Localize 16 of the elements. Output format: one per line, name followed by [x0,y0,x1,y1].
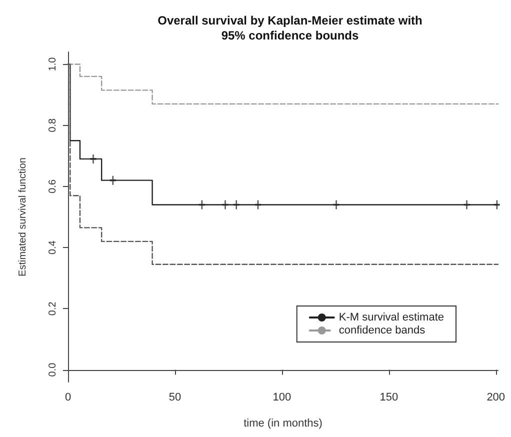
y-tick-label: 1.0 [48,56,58,72]
chart-title: Overall survival by Kaplan-Meier estimate with 95% confidence bounds [158,14,422,42]
y-axis-title: Estimated survival function [18,158,28,276]
x-tick-label: 150 [380,392,398,404]
y-tick-label: 0.2 [48,301,58,316]
x-axis-title: time (in months) [244,418,322,430]
y-tick-label: 0.4 [48,240,58,255]
x-tick-label: 200 [486,392,506,404]
legend-label: K-M survival estimate [338,312,444,324]
x-tick-label: 50 [168,392,182,404]
x-tick-label: 0 [64,392,72,404]
legend-label: confidence bands [338,324,426,336]
x-tick-label: 100 [272,392,292,404]
y-tick-label: 0.8 [48,118,58,132]
y-tick-label: 0.6 [48,179,58,194]
y-tick-label: 0.0 [48,362,58,377]
